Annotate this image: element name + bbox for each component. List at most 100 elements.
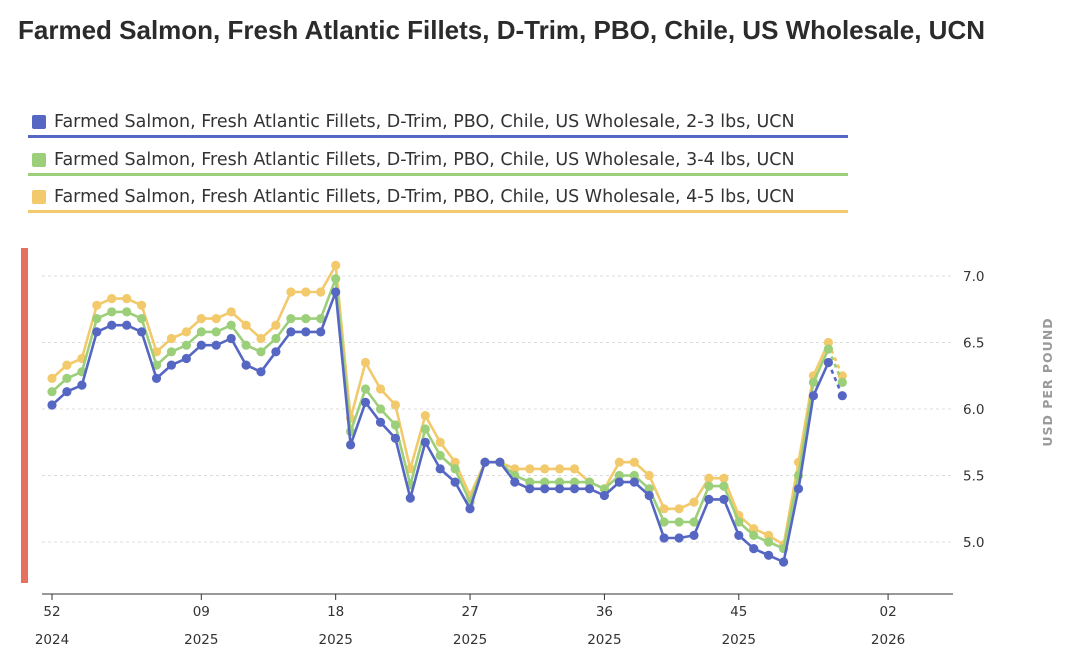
legend-swatch-2-3lbs bbox=[32, 115, 46, 129]
x-tick-week: 27 bbox=[461, 604, 478, 620]
data-point-series-0 bbox=[510, 477, 520, 487]
data-point-series-0 bbox=[331, 287, 341, 297]
legend-label-2-3lbs: Farmed Salmon, Fresh Atlantic Fillets, D… bbox=[54, 112, 795, 132]
data-point-series-0 bbox=[689, 530, 699, 541]
legend-label-3-4lbs: Farmed Salmon, Fresh Atlantic Fillets, D… bbox=[54, 149, 795, 170]
data-point-series-1 bbox=[644, 484, 654, 494]
data-point-series-1 bbox=[196, 327, 206, 337]
legend-swatch-4-5lbs bbox=[32, 190, 46, 204]
data-point-series-2 bbox=[837, 371, 847, 381]
data-point-series-0 bbox=[122, 320, 132, 330]
data-point-series-1 bbox=[181, 340, 191, 350]
data-point-series-2 bbox=[510, 464, 520, 474]
data-point-series-0 bbox=[808, 391, 819, 401]
x-tick-year: 2025 bbox=[318, 632, 352, 648]
data-point-series-2 bbox=[316, 287, 326, 297]
data-point-series-0 bbox=[659, 533, 669, 543]
x-tick-year: 2025 bbox=[722, 632, 756, 648]
data-point-series-1 bbox=[837, 377, 847, 387]
data-point-series-0 bbox=[599, 490, 610, 501]
data-point-series-2 bbox=[301, 287, 311, 297]
data-point-series-0 bbox=[241, 360, 251, 370]
data-point-series-0 bbox=[540, 484, 550, 494]
data-point-series-2 bbox=[241, 320, 251, 330]
data-point-series-0 bbox=[151, 373, 162, 383]
data-point-series-1 bbox=[734, 517, 744, 527]
data-point-series-0 bbox=[375, 417, 386, 427]
data-point-series-1 bbox=[331, 274, 341, 284]
data-point-series-2 bbox=[286, 287, 296, 297]
data-point-series-1 bbox=[599, 484, 610, 494]
data-point-series-1 bbox=[316, 314, 326, 324]
data-point-series-0 bbox=[465, 504, 475, 514]
chart-title: Farmed Salmon, Fresh Atlantic Fillets, D… bbox=[18, 15, 986, 45]
data-point-series-1 bbox=[704, 481, 714, 491]
data-point-series-0 bbox=[525, 484, 535, 494]
data-point-series-2 bbox=[331, 260, 341, 270]
data-point-series-0 bbox=[47, 400, 57, 410]
data-point-series-0 bbox=[62, 387, 72, 397]
data-point-series-2 bbox=[614, 457, 624, 467]
data-point-series-0 bbox=[181, 353, 191, 364]
y-tick-label: 6.5 bbox=[963, 336, 984, 352]
data-point-series-0 bbox=[166, 360, 176, 370]
legend-underline-3-4lbs bbox=[28, 172, 848, 176]
data-point-series-2 bbox=[137, 300, 147, 310]
data-point-series-0 bbox=[719, 494, 729, 504]
legend-underline-2-3lbs bbox=[28, 135, 848, 138]
data-point-series-2 bbox=[62, 360, 72, 370]
data-point-series-0 bbox=[137, 327, 147, 337]
data-point-series-0 bbox=[77, 380, 87, 390]
data-point-series-1 bbox=[92, 314, 102, 324]
data-point-series-0 bbox=[211, 340, 221, 350]
data-point-series-1 bbox=[584, 477, 595, 487]
data-point-series-1 bbox=[256, 347, 266, 357]
data-point-series-2 bbox=[719, 473, 729, 483]
data-point-series-2 bbox=[375, 384, 386, 394]
data-point-series-0 bbox=[779, 557, 789, 567]
range-selection-bar[interactable] bbox=[21, 248, 28, 583]
data-point-series-1 bbox=[226, 320, 236, 330]
data-point-series-1 bbox=[764, 537, 774, 547]
data-point-series-1 bbox=[749, 530, 759, 541]
data-point-series-0 bbox=[749, 544, 759, 554]
data-point-series-0 bbox=[226, 333, 236, 344]
data-point-series-0 bbox=[107, 320, 117, 330]
data-point-series-0 bbox=[286, 327, 296, 337]
data-point-series-0 bbox=[584, 484, 595, 494]
data-point-series-1 bbox=[435, 450, 445, 461]
data-point-series-0 bbox=[271, 347, 281, 357]
x-tick-week: 36 bbox=[596, 604, 613, 620]
data-point-series-0 bbox=[569, 484, 580, 494]
series-forecast-line-1 bbox=[827, 348, 844, 383]
data-point-series-1 bbox=[614, 470, 624, 481]
data-point-series-0 bbox=[495, 457, 505, 467]
legend-label-4-5lbs: Farmed Salmon, Fresh Atlantic Fillets, D… bbox=[54, 187, 795, 207]
data-point-series-0 bbox=[420, 437, 430, 447]
data-point-series-1 bbox=[555, 477, 565, 487]
data-point-series-2 bbox=[92, 300, 102, 310]
data-point-series-2 bbox=[420, 411, 430, 421]
data-point-series-1 bbox=[808, 377, 819, 387]
data-point-series-2 bbox=[525, 464, 535, 474]
data-point-series-2 bbox=[823, 337, 834, 348]
y-tick-label: 6.0 bbox=[963, 402, 984, 418]
data-point-series-2 bbox=[450, 457, 460, 467]
data-point-series-0 bbox=[480, 457, 490, 467]
x-tick-year: 2025 bbox=[184, 632, 218, 648]
data-point-series-1 bbox=[211, 327, 221, 337]
data-point-series-1 bbox=[241, 340, 251, 350]
data-point-series-0 bbox=[390, 433, 400, 443]
series-line-0 bbox=[51, 290, 830, 564]
data-point-series-1 bbox=[659, 517, 669, 527]
data-point-series-0 bbox=[793, 484, 804, 494]
data-point-series-0 bbox=[316, 327, 326, 337]
data-point-series-2 bbox=[629, 457, 639, 467]
data-point-series-0 bbox=[734, 530, 744, 541]
data-point-series-0 bbox=[704, 494, 714, 504]
y-tick-label: 5.5 bbox=[963, 469, 984, 485]
data-point-series-2 bbox=[540, 464, 550, 474]
data-point-series-2 bbox=[211, 314, 221, 324]
data-point-series-0 bbox=[346, 440, 356, 450]
data-point-series-2 bbox=[569, 464, 580, 474]
